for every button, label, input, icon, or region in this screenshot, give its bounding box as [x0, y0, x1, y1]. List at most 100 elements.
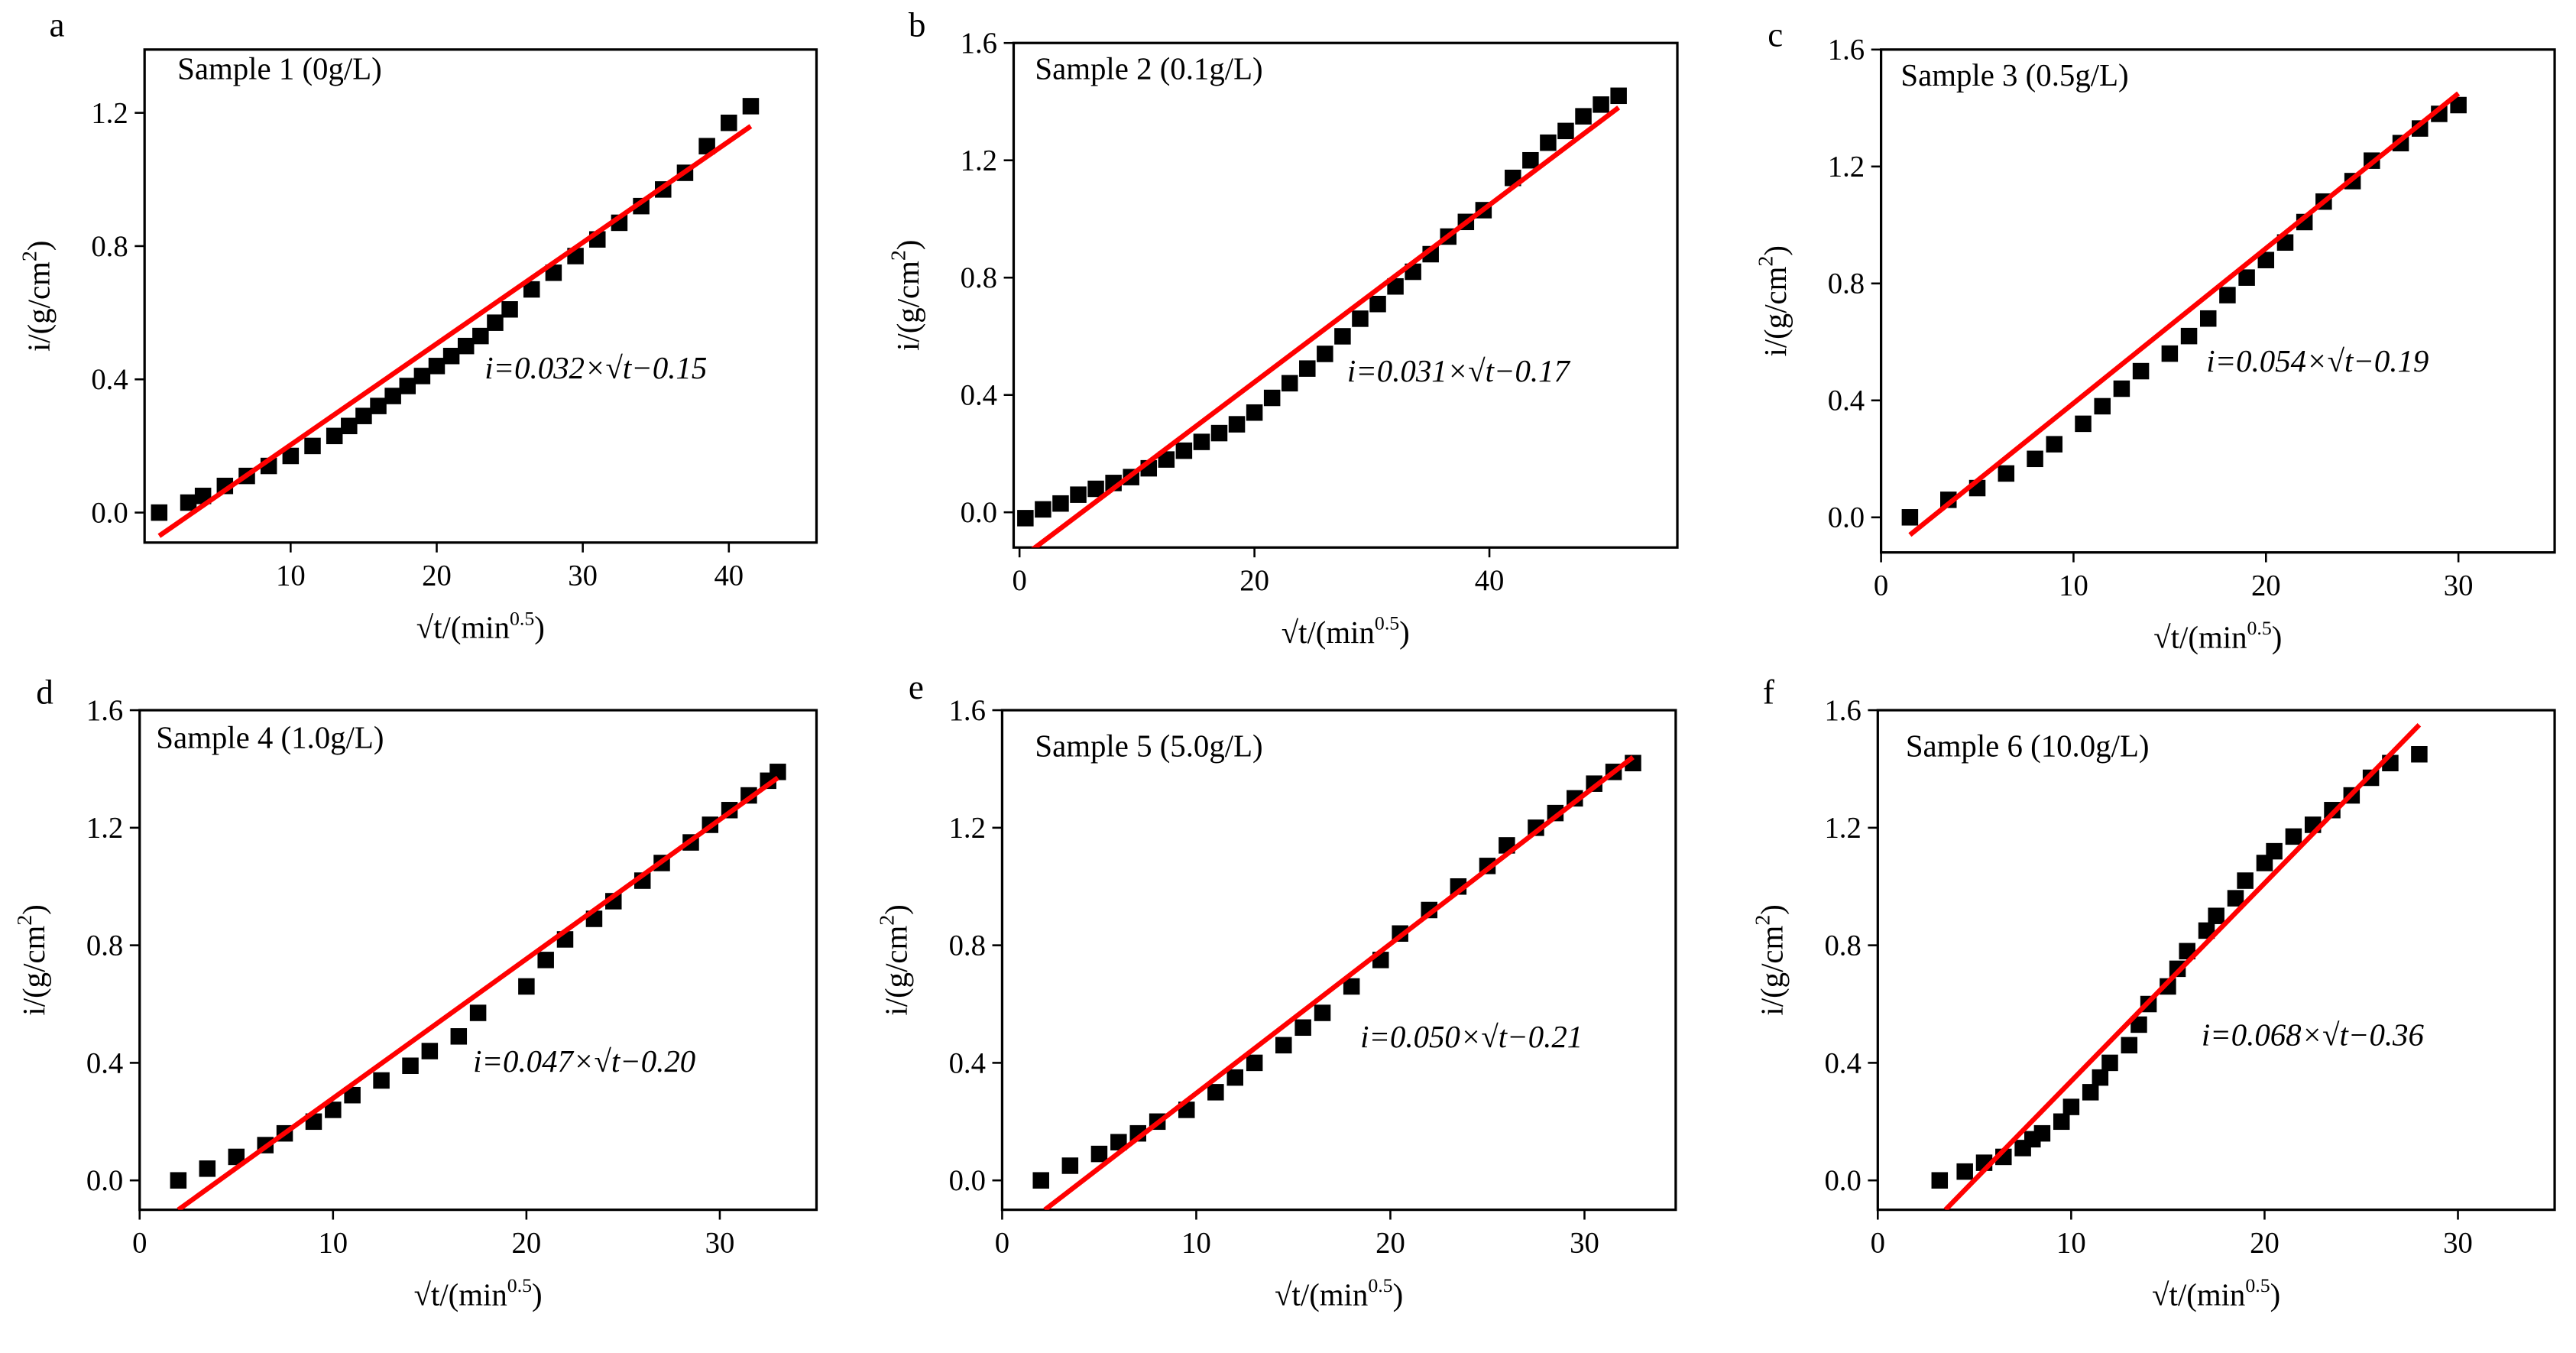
data-point — [537, 952, 554, 969]
panel-letter: c — [1768, 16, 1783, 54]
data-point — [1226, 1069, 1243, 1086]
y-label-text: i/(g/cm — [891, 261, 925, 351]
data-point — [2324, 802, 2341, 819]
data-point — [2130, 1016, 2147, 1033]
y-axis-label: i/(g/cm2) — [876, 904, 914, 1016]
fit-line — [157, 124, 753, 538]
y-label-end: ) — [1755, 904, 1790, 915]
y-label-end: ) — [17, 904, 51, 915]
data-point — [721, 114, 737, 131]
data-point — [1299, 360, 1316, 377]
data-point — [2046, 436, 2063, 453]
data-point — [2219, 287, 2236, 303]
y-tick-label: 1.6 — [86, 695, 123, 727]
data-point — [1061, 1157, 1079, 1174]
x-tick-label: 0 — [1012, 565, 1026, 597]
data-point — [2412, 120, 2429, 137]
x-label-text: √t/(min — [2152, 1277, 2245, 1312]
data-point — [2092, 1069, 2109, 1086]
x-label-text: √t/(min — [416, 610, 510, 644]
data-point — [1593, 96, 1609, 113]
data-point — [1210, 424, 1228, 442]
data-point — [1387, 277, 1404, 295]
data-point — [2411, 745, 2428, 763]
x-tick-label: 20 — [1375, 1228, 1405, 1260]
x-tick-label: 20 — [1239, 565, 1269, 597]
data-point — [442, 347, 460, 365]
y-tick-label: 0.0 — [949, 1165, 986, 1197]
x-tick-label: 30 — [2443, 1228, 2473, 1260]
data-point — [1540, 134, 1557, 151]
y-tick-label: 0.8 — [91, 231, 128, 263]
x-label-end: ) — [534, 610, 545, 644]
data-point — [457, 337, 475, 355]
x-label-sup: 0.5 — [1368, 1274, 1392, 1296]
y-tick-label: 0.4 — [949, 1047, 986, 1079]
data-point — [1610, 87, 1627, 105]
y-tick-label: 0.0 — [86, 1165, 123, 1197]
fit-equation: i=0.054×√t−0.19 — [2206, 344, 2429, 378]
data-point — [1317, 346, 1333, 362]
data-point — [304, 437, 321, 455]
data-point — [1314, 1004, 1331, 1021]
data-point — [228, 1148, 245, 1166]
panel: c0 10 20 300.00.40.81.21.6√t/(min0.5)i/(g/c… — [1755, 16, 2556, 654]
data-point — [2198, 922, 2215, 939]
panel: a10 20 30 400.00.40.81.2√t/(min0.5)i/(g/cm2… — [18, 6, 818, 644]
sample-label: Sample 3 (0.5g/L) — [1900, 58, 2128, 92]
data-point — [487, 314, 504, 331]
data-point — [2208, 907, 2224, 924]
data-point — [2027, 450, 2043, 468]
y-axis-label: i/(g/cm2) — [18, 241, 56, 352]
x-label-text: √t/(min — [2153, 620, 2247, 654]
y-tick-label: 1.2 — [86, 813, 123, 845]
data-point — [1998, 465, 2015, 482]
data-point — [421, 1043, 439, 1059]
data-point — [2238, 269, 2255, 286]
x-label-text: √t/(min — [414, 1277, 507, 1312]
plot-frame — [1876, 709, 2556, 1212]
x-tick-label: 10 — [2056, 1228, 2086, 1260]
x-axis-label: √t/(min0.5) — [416, 607, 545, 644]
y-label-text: i/(g/cm — [880, 925, 914, 1015]
sample-label: Sample 1 (0g/L) — [177, 52, 382, 86]
panel: d0 10 20 300.00.40.81.21.6√t/(min0.5)i/(g/c… — [13, 673, 818, 1312]
data-point — [2113, 380, 2130, 397]
data-point — [1090, 1145, 1108, 1163]
data-point — [1334, 328, 1351, 345]
y-label-sup: 2 — [1751, 915, 1774, 926]
data-point — [1246, 404, 1263, 421]
x-tick-label: 0 — [995, 1228, 1009, 1260]
y-label-sup: 2 — [876, 915, 899, 926]
data-point — [180, 494, 197, 511]
panel-letter: e — [909, 668, 924, 706]
data-point — [1228, 416, 1246, 433]
data-point — [282, 447, 300, 465]
data-point — [1087, 480, 1104, 498]
data-point — [1263, 389, 1281, 407]
x-tick-label: 40 — [714, 560, 744, 592]
data-point — [170, 1172, 187, 1189]
data-point — [1070, 486, 1087, 503]
x-label-end: ) — [532, 1277, 543, 1312]
data-point — [1901, 509, 1919, 526]
sample-label: Sample 5 (5.0g/L) — [1035, 728, 1262, 763]
data-point — [1557, 122, 1574, 140]
data-point — [1035, 501, 1051, 518]
y-tick-label: 1.6 — [1828, 34, 1865, 67]
data-point — [2266, 842, 2283, 860]
y-label-sup: 2 — [1755, 256, 1778, 267]
data-point — [450, 1028, 468, 1045]
data-point — [2227, 890, 2244, 907]
x-tick-label: 30 — [705, 1228, 735, 1260]
x-label-text: √t/(min — [1275, 1277, 1368, 1312]
x-tick-label: 10 — [276, 560, 306, 592]
y-tick-label: 1.6 — [961, 28, 997, 60]
data-point — [1158, 451, 1175, 468]
data-point — [1343, 978, 1360, 995]
y-label-text: i/(g/cm — [17, 925, 51, 1015]
fit-line — [1943, 723, 2422, 1210]
y-axis-label: i/(g/cm2) — [887, 239, 925, 350]
data-point — [1017, 510, 1034, 527]
